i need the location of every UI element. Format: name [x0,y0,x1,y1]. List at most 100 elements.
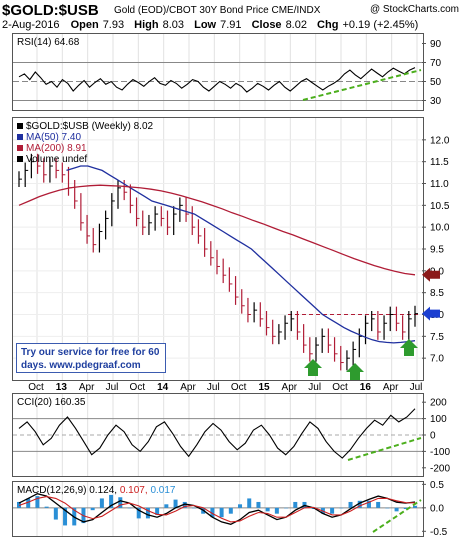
legend-price-text: $GOLD:$USB (Weekly) 8.02 [26,121,154,132]
macd-histogram-bar [228,507,233,514]
cci-name: CCI(20) [17,397,55,408]
quote-date: 2-Aug-2016 [2,19,60,31]
macd-axis-tick-label: 0.0 [430,503,444,514]
macd-histogram-bar [182,501,187,508]
rsi-axis-tick-label: 50 [430,77,442,88]
symbol-title: $GOLD:$USB [2,2,99,19]
macd-histogram-bar [109,494,114,508]
rsi-name: RSI(14) [17,37,54,48]
macd-histogram-bar [247,498,252,508]
x-tick-label: Jul [106,382,119,393]
promo-box[interactable]: Try our service for free for 60 days. ww… [16,343,166,373]
macd-histogram-bar [164,504,169,508]
legend-volume-text: Volume undef [26,154,87,165]
close-label: Close [251,19,282,31]
x-tick-label: Jul [410,382,423,393]
macd-value: 0.124, [89,485,120,496]
support-arrow-icon [400,339,418,356]
low-value: 7.91 [220,19,242,31]
chart-header: $GOLD:$USB Gold (EOD)/CBOT 30Y Bond Pric… [2,2,461,32]
macd-histogram-bar [376,501,381,508]
macd-histogram-bar [394,507,399,512]
support-arrow-icon [304,359,322,376]
macd-name: MACD(12,26,9) [17,485,89,496]
price-axis-tick-label: 10.5 [430,201,450,212]
cci-axis-tick-label: -100 [430,447,450,458]
macd-histogram-bar [191,507,196,509]
rsi-y-axis: 30 50 70 90 [422,39,442,107]
macd-histogram-bar [348,501,353,508]
legend-volume-swatch [17,156,23,162]
macd-histogram-bar [145,507,150,519]
rsi-value: 64.68 [54,37,79,48]
x-tick-label: Jul [308,382,321,393]
x-tick-label: Apr [180,382,196,393]
rsi-axis-tick-label: 70 [430,58,442,69]
macd-histogram-bar [53,507,58,520]
legend-ma50-text: MA(50) 7.40 [26,132,81,143]
price-y-axis: 7.07.58.08.59.09.510.010.511.011.512.0 [422,135,450,365]
x-tick-label: Oct [332,382,348,393]
macd-line [18,493,416,525]
macd-panel: MACD(12,26,9) 0.124, 0.107, 0.017 [12,481,424,537]
x-tick-label: Apr [282,382,298,393]
price-axis-tick-label: 10.0 [430,223,450,234]
x-tick-label: Apr [383,382,399,393]
macd-label: MACD(12,26,9) 0.124, 0.107, 0.017 [17,485,176,496]
macd-histogram-bar [127,507,132,509]
cci-axis-tick-label: 100 [430,414,447,425]
symbol-description: Gold (EOD)/CBOT 30Y Bond Price CME/INDX [114,5,321,16]
macd-histogram-bar [90,507,95,511]
hist-value: 0.017 [150,485,175,496]
cci-value: 160.35 [55,397,86,408]
ma200-line [18,184,416,276]
price-axis-tick-label: 8.5 [430,288,444,299]
macd-axis-tick-label: -0.5 [430,527,448,536]
rsi-line [18,67,416,93]
promo-line-1: Try our service for free for 60 [21,347,160,358]
macd-histogram-bar [366,500,371,508]
x-tick-label: Oct [130,382,146,393]
rsi-axis-tick-label: 90 [430,39,442,50]
x-tick-label: Oct [231,382,247,393]
price-axis-tick-label: 7.5 [430,332,444,343]
rsi-axis-tick-label: 30 [430,96,442,107]
macd-histogram-bar [385,507,390,509]
cci-axis-tick-label: 0 [430,431,436,442]
promo-line-2: days. www.pdegraaf.com [21,360,141,371]
macd-histogram-bar [63,507,68,526]
low-label: Low [194,19,217,31]
x-tick-label: 13 [56,382,68,393]
macd-chart: MACD(12,26,9) 0.124, 0.107, 0.017 [13,482,423,536]
price-axis-tick-label: 11.0 [430,179,449,190]
chg-label: Chg [317,19,339,31]
high-value: 8.03 [162,19,185,31]
macd-histogram-bar [35,496,40,508]
x-tick-label: 15 [258,382,270,393]
cci-trend-line [347,437,422,461]
high-label: High [134,19,159,31]
chg-value: +0.19 (+2.45%) [342,19,419,31]
time-axis: Oct 13 Apr Jul Oct 14 Apr Jul Oct 15 Apr Jul Oct 16 Ap… [28,382,423,393]
macd-histogram-bar [403,507,408,509]
cci-chart: CCI(20) 160.35 [13,394,423,476]
rsi-panel: RSI(14) 64.68 [12,33,424,111]
legend-ma200-text: MA(200) 8.91 [26,143,87,154]
macd-histogram-bar [330,507,335,514]
macd-histogram-bar [256,501,261,508]
x-tick-label: Apr [79,382,95,393]
macd-histogram-bar [26,498,31,508]
cci-label: CCI(20) 160.35 [17,397,86,408]
price-axis-tick-label: 11.5 [430,157,449,168]
copyright-notice: @ StockCharts.com [369,4,459,15]
macd-histogram-bar [265,507,270,512]
open-value: 7.93 [102,19,125,31]
cci-y-axis: -200 -100 0 100 200 [422,398,450,474]
x-tick-label: Jul [207,382,220,393]
ma200-value-arrow-icon [422,267,440,282]
macd-histogram-bar [357,500,362,508]
macd-axis-tick-label: 0.5 [430,481,444,491]
price-axis-tick-label: 7.0 [430,354,444,365]
signal-line [18,496,416,523]
